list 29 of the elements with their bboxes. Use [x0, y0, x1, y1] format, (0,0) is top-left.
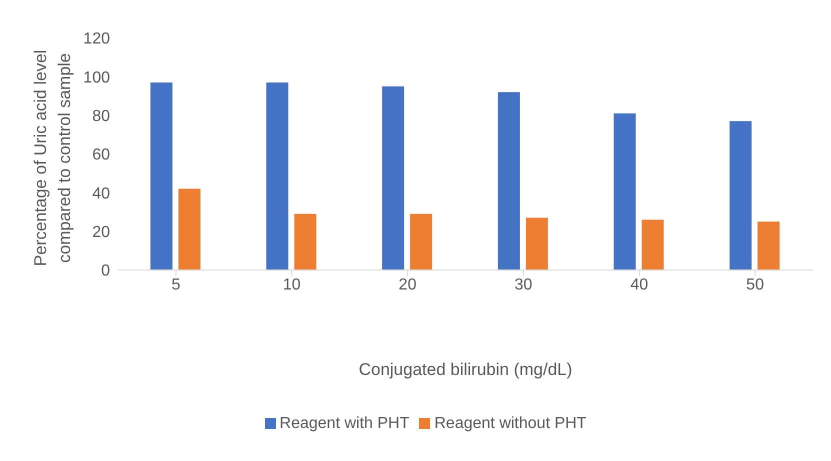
legend-label: Reagent without PHT: [434, 415, 586, 432]
x-axis-title: Conjugated bilirubin (mg/dL): [358, 360, 572, 379]
bar: [150, 82, 172, 270]
bar: [526, 218, 548, 270]
bar: [266, 82, 288, 270]
x-tick-label: 20: [398, 276, 417, 294]
x-tick-label: 30: [514, 276, 532, 294]
bar: [758, 222, 780, 270]
bar: [642, 220, 664, 270]
bar: [382, 86, 404, 270]
y-tick-label: 40: [92, 185, 110, 202]
y-tick-label: 60: [92, 146, 110, 164]
bar: [614, 113, 636, 270]
bar: [730, 121, 752, 270]
x-tick-label: 10: [282, 276, 301, 294]
legend-label: Reagent with PHT: [280, 415, 410, 432]
x-tick-label: 50: [746, 276, 764, 294]
y-tick-label: 120: [83, 30, 110, 48]
y-axis-title: Percentage of Uric acid level compared to control sample: [31, 50, 74, 266]
y-tick-label: 0: [101, 262, 110, 280]
x-tick-label: 5: [171, 276, 180, 294]
y-tick-label: 20: [92, 224, 110, 242]
bar: [498, 92, 520, 270]
bar: [410, 214, 432, 270]
y-tick-label: 80: [92, 108, 110, 126]
bar: [178, 188, 200, 270]
bar: [294, 214, 316, 270]
y-tick-label: 100: [83, 69, 110, 86]
x-tick-label: 40: [630, 276, 648, 294]
